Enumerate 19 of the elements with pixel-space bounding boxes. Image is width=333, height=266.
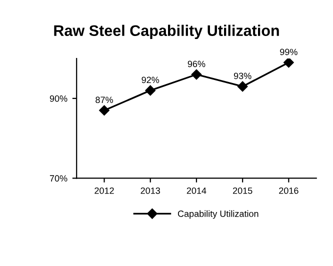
data-label: 87%	[96, 96, 113, 104]
point	[99, 105, 110, 116]
data-label: 93%	[234, 72, 252, 80]
data-label: 92%	[142, 76, 160, 84]
x-tick-label: 2016	[279, 187, 298, 194]
point	[284, 58, 294, 68]
point	[191, 69, 202, 80]
x-tick-label: 2012	[94, 187, 114, 194]
y-tick-label: 90%	[50, 95, 68, 102]
x-tick-label: 2013	[140, 187, 160, 194]
x-tick-label: 2014	[186, 187, 206, 194]
y-tick-label: 70%	[50, 175, 68, 182]
chart-title: Raw Steel Capability Utilization	[54, 24, 279, 40]
data-label: 96%	[188, 60, 206, 68]
point	[145, 85, 156, 96]
point	[237, 81, 248, 92]
x-tick-label: 2015	[232, 187, 252, 194]
legend-label: Capability Utilization	[178, 210, 258, 219]
data-label: 99%	[280, 48, 298, 56]
